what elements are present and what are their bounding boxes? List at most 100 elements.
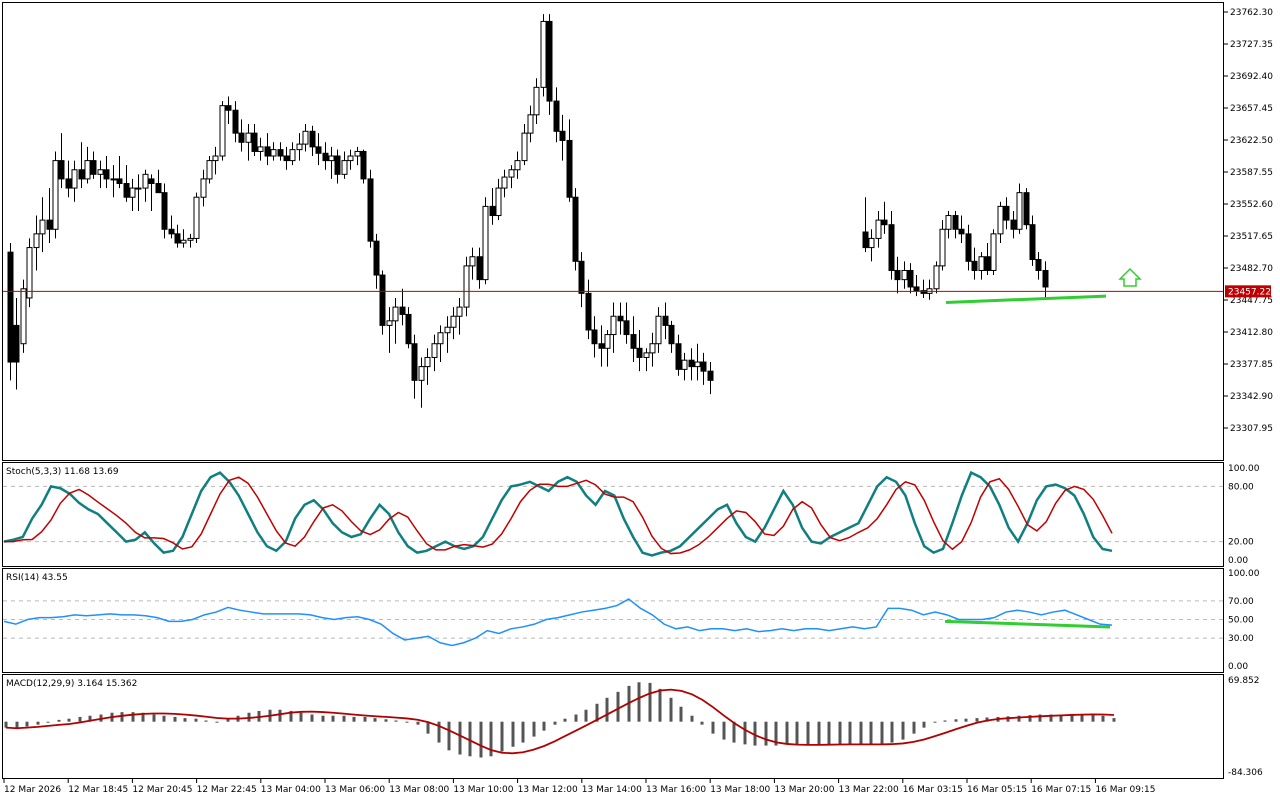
- candle-body: [501, 176, 508, 189]
- candle-body: [598, 343, 605, 349]
- candle-body: [707, 370, 714, 381]
- candle-body: [868, 237, 875, 249]
- candle-body: [84, 160, 91, 180]
- candle-body: [379, 274, 386, 326]
- candle-body: [489, 205, 496, 217]
- price-tick-label: 23517.65: [1230, 232, 1273, 242]
- macd-histogram-bar: [785, 721, 789, 745]
- macd-histogram-bar: [458, 721, 462, 755]
- macd-histogram-bar: [321, 715, 325, 722]
- candle-body: [688, 359, 695, 368]
- candle-body: [920, 290, 927, 294]
- candle-body: [309, 130, 316, 148]
- candle-body: [456, 306, 463, 317]
- candle-body: [392, 306, 399, 322]
- candle-body: [116, 178, 123, 184]
- time-tick-label: 13 Mar 10:00: [453, 785, 513, 795]
- candle-body: [418, 366, 425, 381]
- macd-histogram-bar: [574, 714, 578, 722]
- candle-body: [296, 143, 303, 151]
- time-tick-label: 16 Mar 03:15: [903, 785, 963, 795]
- support-trendline: [945, 294, 1107, 305]
- candle-body: [450, 315, 457, 328]
- macd-panel-frame: [2, 674, 1224, 779]
- macd-histogram-bar: [658, 688, 662, 722]
- rsi-tick-label: 30.00: [1228, 634, 1254, 644]
- candle-body: [289, 149, 296, 162]
- macd-histogram-bar: [373, 718, 377, 722]
- candle-body: [643, 352, 650, 358]
- price-tick-label: 23622.50: [1230, 136, 1273, 146]
- candle-body: [469, 256, 476, 267]
- price-tick-label: 23447.75: [1230, 296, 1273, 306]
- candles: [7, 14, 1049, 408]
- candle-body: [610, 315, 617, 336]
- candle-body: [58, 160, 65, 180]
- macd-histogram-bar: [57, 719, 61, 722]
- candle-body: [514, 160, 521, 171]
- candle-body: [952, 215, 959, 230]
- macd-histogram-bar: [616, 691, 620, 722]
- rsi-tick-label: 50.00: [1228, 616, 1254, 626]
- price-tick-label: 23307.95: [1230, 424, 1273, 434]
- macd-histogram-bar: [922, 721, 926, 728]
- candle-body: [649, 343, 656, 354]
- candle-body: [187, 237, 194, 241]
- candle-body: [161, 192, 168, 230]
- time-tick-label: 12 Mar 18:45: [68, 785, 128, 795]
- candle-body: [225, 105, 232, 111]
- macd-histogram-bar: [416, 721, 420, 725]
- macd-histogram-bar: [479, 721, 483, 758]
- macd-histogram-bar: [553, 721, 557, 725]
- candle-body: [508, 169, 515, 178]
- candle-body: [984, 256, 991, 271]
- candle-body: [354, 150, 361, 157]
- price-tick-label: 23552.60: [1230, 200, 1273, 210]
- macd-histogram-bar: [880, 721, 884, 745]
- macd-histogram-bar: [648, 682, 652, 722]
- candle-body: [540, 20, 547, 88]
- candle-body: [1042, 269, 1049, 288]
- macd-histogram-bar: [764, 721, 768, 746]
- candle-body: [46, 219, 53, 230]
- candle-body: [444, 326, 451, 334]
- candle-body: [71, 169, 78, 189]
- candle-body: [533, 86, 540, 116]
- macd-histogram-bar: [1091, 714, 1095, 722]
- candle-body: [135, 187, 142, 190]
- candle-body: [367, 178, 374, 242]
- candle-body: [424, 356, 431, 368]
- macd-histogram-bar: [690, 715, 694, 722]
- macd-histogram-bar: [36, 721, 40, 725]
- macd-histogram-bar: [1112, 718, 1116, 722]
- candle-body: [662, 315, 669, 326]
- candle-body: [862, 231, 869, 249]
- time-tick-label: 13 Mar 12:00: [518, 785, 578, 795]
- macd-histogram-bar: [15, 721, 19, 729]
- candle-body: [129, 187, 136, 198]
- stoch-tick-label: 0.00: [1228, 556, 1248, 566]
- macd-histogram-bar: [1070, 713, 1074, 722]
- macd-histogram-bar: [732, 721, 736, 743]
- candle-body: [26, 247, 33, 299]
- candle-body: [65, 178, 72, 189]
- candle-body: [1023, 192, 1030, 226]
- price-tick-label: 23587.55: [1230, 168, 1273, 178]
- price-tick-label: 23762.30: [1230, 8, 1273, 18]
- candle-body: [521, 132, 528, 162]
- candle-body: [546, 20, 553, 102]
- macd-histogram-bar: [532, 721, 536, 737]
- macd-histogram-bar: [1059, 714, 1063, 722]
- candle-body: [78, 169, 85, 180]
- candle-body: [694, 361, 701, 368]
- macd-histogram-bar: [584, 709, 588, 722]
- candle-body: [334, 155, 341, 175]
- macd-tick-label: 69.852: [1228, 676, 1260, 686]
- candle-body: [283, 155, 290, 162]
- price-overlays: 23457.22: [3, 267, 1271, 305]
- candle-body: [623, 320, 630, 336]
- price-tick-label: 23657.45: [1230, 104, 1273, 114]
- macd-histogram-bar: [595, 703, 599, 722]
- time-tick-label: 13 Mar 20:00: [774, 785, 834, 795]
- macd-histogram-bar: [817, 721, 821, 745]
